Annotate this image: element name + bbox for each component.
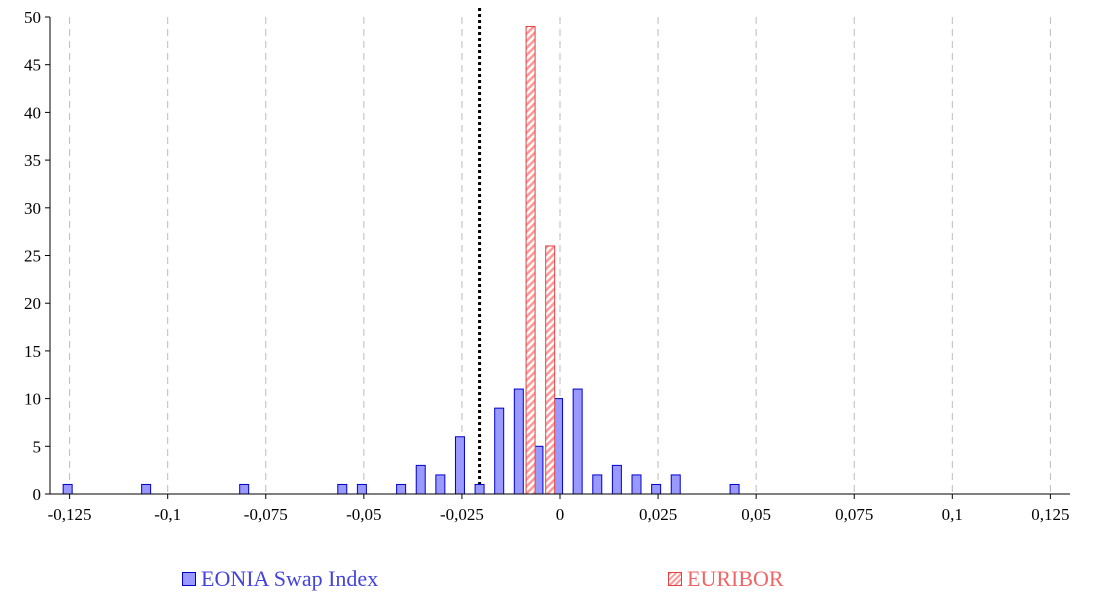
legend-item-eonia: EONIA Swap Index [182, 566, 378, 592]
x-tick-label-7: 0,05 [741, 505, 771, 524]
y-tick-label-10: 50 [24, 8, 41, 27]
bar-eonia-5 [396, 483, 407, 495]
legend-label-eonia: EONIA Swap Index [201, 566, 379, 591]
x-tick-label-0: -0,125 [48, 505, 92, 524]
bar-eonia-4 [356, 483, 367, 495]
x-tick-label-4: -0,025 [440, 505, 484, 524]
bar-eonia-3 [337, 483, 348, 495]
y-tick-label-8: 40 [24, 103, 41, 122]
bar-euribor-1 [545, 245, 556, 495]
y-tick-label-3: 15 [24, 342, 41, 361]
x-tick-label-3: -0,05 [346, 505, 381, 524]
bar-euribor-0 [525, 26, 536, 495]
bar-eonia-6 [415, 464, 426, 495]
x-tick-label-8: 0,075 [835, 505, 873, 524]
y-tick-label-6: 30 [24, 199, 41, 218]
bar-eonia-9 [474, 483, 485, 495]
bar-eonia-20 [729, 483, 740, 495]
legend-swatch-euribor [668, 572, 682, 586]
bar-eonia-1 [141, 483, 152, 495]
bar-eonia-2 [239, 483, 250, 495]
legend-label-euribor: EURIBOR [687, 566, 784, 591]
axes [45, 16, 1070, 499]
y-tick-label-0: 0 [33, 485, 42, 504]
bar-eonia-8 [454, 436, 465, 495]
bar-eonia-16 [611, 464, 622, 495]
x-tick-label-6: 0,025 [639, 505, 677, 524]
bar-eonia-19 [670, 474, 681, 495]
bar-eonia-17 [631, 474, 642, 495]
bar-eonia-15 [592, 474, 603, 495]
tick-labels: 0 5 10 15 20 25 30 35 40 45 50 -0,125 -0,1 -0,075 -0,0… [24, 8, 1070, 524]
y-tick-label-4: 20 [24, 294, 41, 313]
x-tick-label-10: 0,125 [1031, 505, 1069, 524]
x-tick-label-5: 0 [556, 505, 565, 524]
y-tick-label-1: 5 [33, 437, 42, 456]
x-tick-label-9: 0,1 [942, 505, 963, 524]
bar-eonia-7 [435, 474, 446, 495]
bars [62, 26, 740, 495]
bar-eonia-18 [651, 483, 662, 495]
bar-eonia-10 [494, 407, 505, 495]
y-tick-label-5: 25 [24, 247, 41, 266]
x-tick-label-1: -0,1 [154, 505, 181, 524]
y-tick-label-9: 45 [24, 56, 41, 75]
x-tick-label-2: -0,075 [244, 505, 288, 524]
bar-eonia-11 [513, 388, 524, 495]
y-tick-label-7: 35 [24, 151, 41, 170]
legend-swatch-eonia [182, 572, 196, 586]
bar-eonia-0 [62, 483, 73, 495]
legend-item-euribor: EURIBOR [668, 566, 784, 592]
y-tick-label-2: 10 [24, 390, 41, 409]
bar-eonia-14 [572, 388, 583, 495]
